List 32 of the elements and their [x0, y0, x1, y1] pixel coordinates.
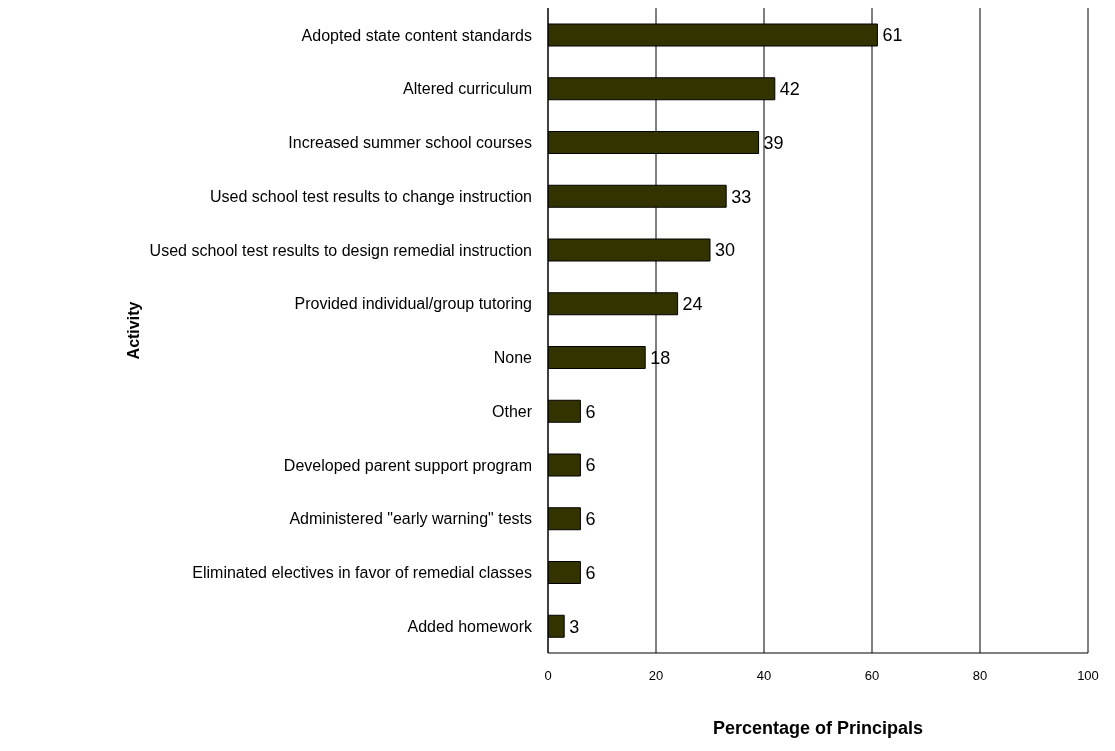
y-tick-label: Added homework: [407, 617, 533, 635]
data-label: 24: [682, 294, 703, 315]
x-tick-label: 100: [1077, 668, 1099, 684]
y-tick-label: Altered curriculum: [403, 80, 532, 98]
data-label: 3: [569, 616, 580, 637]
y-tick-label: Adopted state content standards: [301, 26, 532, 44]
y-tick-label: Increased summer school courses: [288, 134, 532, 152]
data-label: 39: [763, 132, 784, 153]
y-tick-label: Other: [491, 402, 533, 420]
data-label: 30: [715, 240, 736, 261]
x-tick-label: 60: [864, 668, 880, 684]
y-tick-label: Used school test results to design remedial instruction: [149, 241, 532, 259]
y-tick-label: None: [493, 349, 533, 367]
y-tick-label: Administered "early warning" tests: [289, 510, 532, 528]
y-tick-label: Eliminated electives in favor of remedial classes: [192, 564, 532, 582]
data-label: 61: [882, 25, 903, 46]
x-tick-label: 40: [756, 668, 772, 684]
data-label: 18: [650, 347, 671, 368]
y-tick-label: Provided individual/group tutoring: [294, 295, 532, 313]
data-label: 6: [585, 455, 596, 476]
x-tick-label: 0: [544, 668, 552, 684]
data-label: 6: [585, 562, 596, 583]
x-axis-title: Percentage of Principals: [712, 717, 924, 738]
x-tick-label: 20: [648, 668, 664, 684]
x-tick-label: 80: [972, 668, 988, 684]
y-tick-label: Used school test results to change instruction: [210, 187, 532, 205]
y-axis-title: Activity: [124, 301, 142, 360]
y-tick-label: Developed parent support program: [283, 456, 532, 474]
data-label: 33: [731, 186, 752, 207]
data-label: 6: [585, 401, 596, 422]
data-label: 6: [585, 509, 596, 530]
data-label: 42: [779, 79, 800, 100]
